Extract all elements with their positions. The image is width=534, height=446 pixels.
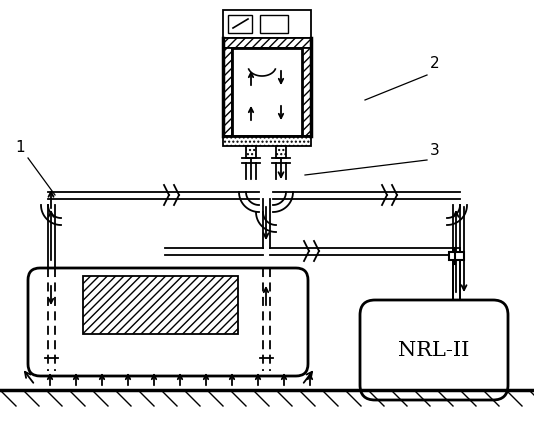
Bar xyxy=(302,48,311,136)
Bar xyxy=(246,146,256,158)
Bar xyxy=(449,252,464,260)
Text: 3: 3 xyxy=(430,143,440,158)
Bar xyxy=(260,15,288,33)
Bar xyxy=(223,10,311,38)
Bar xyxy=(223,48,232,136)
Bar xyxy=(83,276,238,334)
Text: 2: 2 xyxy=(430,56,439,71)
Text: NRL-II: NRL-II xyxy=(398,340,470,359)
Bar xyxy=(223,136,311,146)
Bar xyxy=(228,15,252,33)
Bar xyxy=(276,146,286,158)
FancyBboxPatch shape xyxy=(360,300,508,400)
Text: 1: 1 xyxy=(15,140,25,155)
Bar xyxy=(232,48,302,136)
Bar xyxy=(223,38,311,48)
FancyBboxPatch shape xyxy=(28,268,308,376)
